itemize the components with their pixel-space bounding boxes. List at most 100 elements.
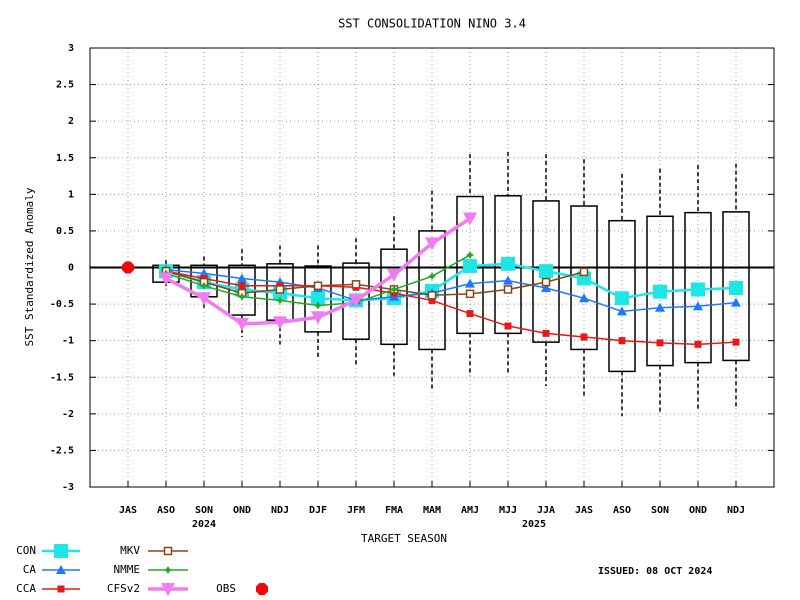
marker [653, 284, 667, 299]
legend-entry: CON [16, 544, 80, 558]
marker [56, 565, 66, 574]
year-label: 2025 [522, 519, 546, 530]
legend-label: OBS [216, 582, 236, 595]
marker [314, 301, 322, 310]
marker [200, 281, 208, 290]
marker [541, 277, 551, 287]
marker [311, 291, 325, 306]
x-tick-label: OND [233, 505, 251, 516]
marker [618, 337, 626, 345]
y-tick-label: 0.5 [56, 226, 74, 237]
marker [159, 272, 173, 286]
marker [273, 316, 287, 330]
marker [580, 333, 588, 341]
marker [503, 275, 513, 285]
marker [238, 292, 246, 301]
x-tick-label: MAM [423, 505, 441, 516]
marker [463, 259, 477, 274]
marker [311, 311, 325, 325]
marker [504, 322, 512, 330]
series-line [165, 270, 737, 346]
marker [197, 292, 211, 306]
legend-entry: CA [23, 563, 80, 576]
legend-label: CA [23, 563, 37, 576]
legend-entry: CFSv2 [107, 582, 188, 596]
marker [276, 296, 284, 305]
box [570, 205, 598, 351]
marker [466, 310, 474, 318]
x-tick-label: ASO [613, 505, 631, 516]
legend-label: NMME [114, 563, 141, 576]
series-line [165, 268, 737, 313]
marker [387, 268, 401, 282]
marker [351, 280, 361, 289]
y-tick-label: -0.5 [50, 299, 74, 310]
x-tick-label: NDJ [727, 505, 745, 516]
y-tick-label: 1 [68, 189, 74, 200]
marker [163, 546, 173, 556]
y-tick-label: -2 [62, 409, 74, 420]
marker [255, 582, 269, 596]
legend-entry: CCA [16, 582, 80, 595]
marker [694, 340, 702, 348]
x-tick-label: AMJ [461, 505, 479, 516]
issued-date: ISSUED: 08 OCT 2024 [598, 566, 712, 577]
marker [275, 285, 285, 294]
marker [466, 251, 474, 260]
box [342, 262, 370, 340]
marker [731, 297, 741, 307]
marker [503, 285, 513, 294]
marker [164, 566, 172, 574]
marker [425, 237, 439, 251]
x-tick-label: MJJ [499, 505, 517, 516]
y-tick-label: 0 [68, 263, 74, 274]
marker [427, 291, 437, 300]
marker [390, 285, 398, 294]
marker [428, 296, 436, 304]
marker [732, 338, 740, 346]
box [532, 200, 560, 343]
marker [539, 264, 553, 279]
marker [617, 306, 627, 316]
marker [656, 339, 664, 347]
marker [313, 281, 323, 291]
legend-entry: OBS [216, 582, 269, 596]
marker [428, 272, 436, 281]
x-tick-label: JJA [537, 505, 555, 516]
x-tick-label: JFM [347, 505, 365, 516]
y-tick-label: 2 [68, 116, 74, 127]
x-tick-label: JAS [575, 505, 593, 516]
marker [691, 282, 705, 297]
marker [693, 301, 703, 311]
marker [729, 280, 743, 295]
y-tick-label: -1.5 [50, 372, 74, 383]
marker [615, 291, 629, 306]
year-label: 2024 [192, 519, 216, 530]
legend-label: CCA [16, 582, 36, 595]
y-tick-label: 3 [68, 43, 74, 54]
marker [655, 302, 665, 312]
y-tick-label: 2.5 [56, 80, 74, 91]
marker [57, 585, 65, 593]
marker [465, 289, 475, 299]
y-tick-label: -3 [62, 482, 74, 493]
chart-title: SST CONSOLIDATION NINO 3.4 [338, 17, 526, 31]
x-tick-label: OND [689, 505, 707, 516]
marker [54, 544, 68, 558]
marker [238, 282, 246, 290]
marker [121, 261, 135, 274]
marker [541, 282, 551, 292]
marker [161, 583, 175, 596]
x-tick-label: SON [651, 505, 669, 516]
legend-label: CFSv2 [107, 582, 140, 595]
legend-label: CON [16, 544, 36, 557]
y-tick-label: 1.5 [56, 153, 74, 164]
x-tick-label: FMA [385, 505, 403, 516]
marker [579, 293, 589, 303]
marker [542, 329, 550, 337]
marker [501, 256, 515, 271]
legend-label: MKV [120, 544, 140, 557]
y-tick-label: -1 [62, 336, 74, 347]
x-tick-label: NDJ [271, 505, 289, 516]
